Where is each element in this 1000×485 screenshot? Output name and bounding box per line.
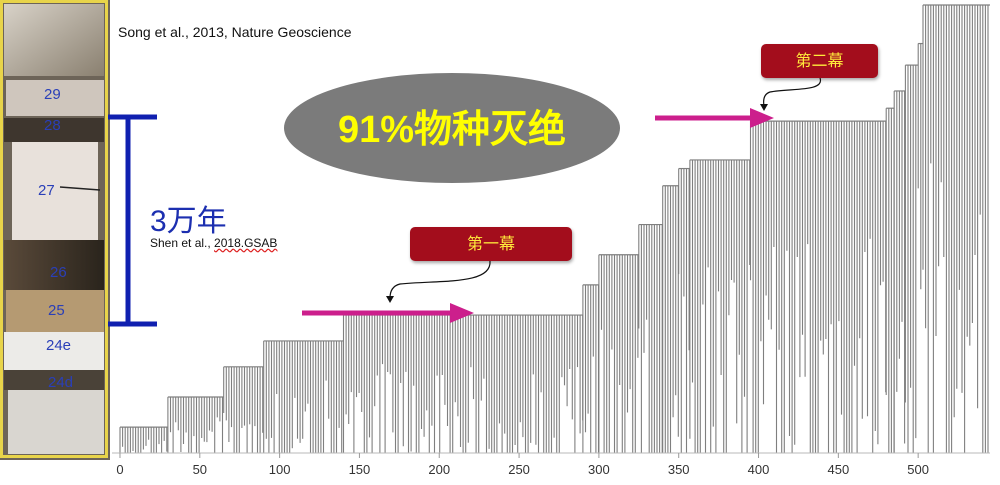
citation-shen-prefix: Shen et al., <box>150 236 215 250</box>
x-tick-label: 200 <box>428 462 450 477</box>
rock-layer-24e <box>4 332 104 370</box>
step-group <box>917 42 923 290</box>
rock-layer-24d <box>8 390 104 454</box>
callout-act-one <box>386 260 491 303</box>
duration-bracket <box>108 114 157 327</box>
x-tick-label: 50 <box>193 462 207 477</box>
extinction-label: 91%物种灭绝 <box>338 108 566 151</box>
callout-act-one-curve <box>389 260 491 299</box>
step-group <box>922 4 990 453</box>
x-tick-label: 350 <box>668 462 690 477</box>
stratum-label-24d: 24d <box>48 374 74 391</box>
step-group <box>678 167 690 453</box>
duration-label: 3万年 <box>150 205 227 238</box>
rock-layer-25 <box>6 290 104 332</box>
callout-act-two-curve <box>763 77 821 107</box>
citation-shen-2018: Shen et al., 2018.GSAB <box>150 236 277 250</box>
rock-layer-dark-2 <box>4 370 104 390</box>
step-group <box>342 314 584 453</box>
step-group <box>893 90 906 453</box>
rock-layer-top <box>4 4 104 76</box>
step-group <box>904 64 919 453</box>
callout-act-one-head <box>386 296 394 303</box>
x-tick-label: 250 <box>508 462 530 477</box>
arrow-act-two-head <box>750 108 774 128</box>
x-tick-label: 150 <box>349 462 371 477</box>
rock-layer-27 <box>12 142 98 240</box>
arrow-act-one-head <box>450 303 474 323</box>
x-tick-label: 450 <box>827 462 849 477</box>
rock-layer-29 <box>6 80 104 116</box>
stratum-label-28: 28 <box>44 117 61 134</box>
step-group <box>885 107 895 453</box>
rock-column-border <box>0 0 108 458</box>
step-group <box>263 340 344 453</box>
extinction-ellipse <box>284 73 620 183</box>
x-tick-label: 100 <box>269 462 291 477</box>
callout-act-two-head <box>760 104 768 111</box>
step-group <box>167 396 224 453</box>
step-group <box>582 284 600 453</box>
x-tick-label: 500 <box>907 462 929 477</box>
arrow-act-two <box>655 108 774 128</box>
step-group <box>638 223 663 453</box>
citation-song-2013: Song et al., 2013, Nature Geoscience <box>118 24 352 40</box>
x-tick-label: 0 <box>116 462 123 477</box>
step-group <box>689 159 751 453</box>
step-group <box>598 254 639 453</box>
stratum-label-25: 25 <box>48 302 65 319</box>
stratum-label-24e: 24e <box>46 337 72 354</box>
step-group <box>223 366 264 453</box>
step-group <box>749 120 887 453</box>
x-axis-ticks: 0 50 100 150 200 250 300 350 400 450 500 <box>116 453 929 477</box>
rock-layer-dark-1 <box>4 118 104 142</box>
step-group <box>119 426 168 453</box>
citation-shen-journal: 2018.GSAB <box>214 236 278 250</box>
step-group <box>662 185 679 453</box>
rock-column-photo <box>0 0 110 460</box>
rock-layer-26 <box>4 240 104 290</box>
stratum-label-27: 27 <box>38 182 55 199</box>
x-tick-label: 400 <box>748 462 770 477</box>
marker-line <box>59 186 101 191</box>
act-one-label: 第一幕 <box>410 227 572 261</box>
callout-act-two <box>760 77 821 111</box>
bars-layer <box>119 4 990 453</box>
stratum-label-29: 29 <box>44 86 61 103</box>
arrow-act-one <box>302 303 474 323</box>
stratum-label-26: 26 <box>50 264 67 281</box>
act-two-label: 第二幕 <box>761 44 878 78</box>
x-tick-label: 300 <box>588 462 610 477</box>
